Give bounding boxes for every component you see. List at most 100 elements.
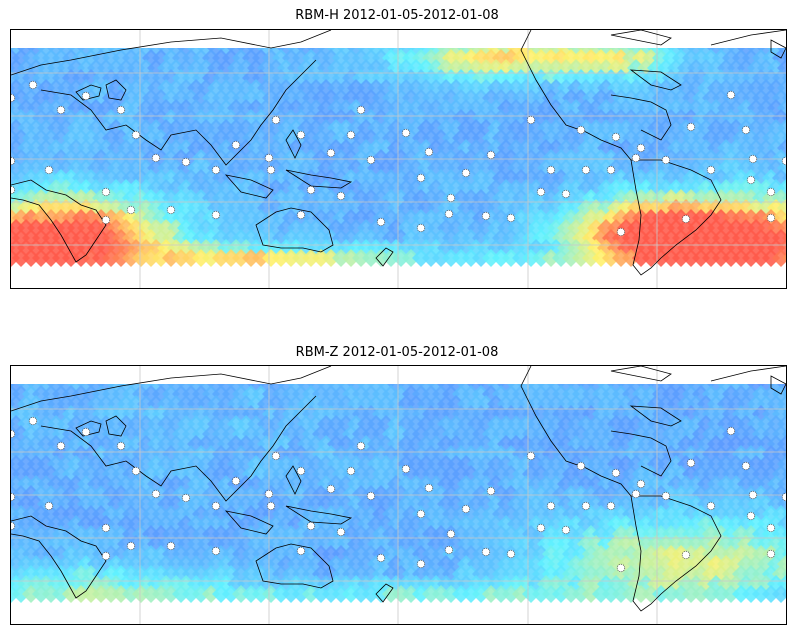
station-marker [166,205,176,215]
heatmap-cell [612,249,630,267]
heatmap-cell [702,249,720,267]
heatmap-cell [452,249,470,267]
heatmap-cell [142,249,160,267]
station-marker [271,451,281,461]
coastline [105,415,127,437]
heatmap-cell [182,585,200,603]
heatmap-cell [472,249,490,267]
heatmap-cell [692,585,710,603]
heatmap-cell [572,249,590,267]
station-marker [116,441,126,451]
heatmap-cell [292,585,310,603]
station-marker [11,156,16,166]
heatmap-cell [32,249,50,267]
heatmap-cell [362,585,380,603]
coastline [224,174,274,199]
station-marker [28,80,38,90]
gridlines-top [11,30,786,288]
heatmap-cell [462,585,480,603]
station-marker [264,489,274,499]
station-marker [561,525,571,535]
station-marker [306,521,316,531]
station-marker [444,209,454,219]
heatmap-cell [682,585,700,603]
coastline [710,30,786,46]
heatmap-cell [392,249,410,267]
heatmap-cell [452,585,470,603]
heatmap-cell [122,249,140,267]
station-marker [606,501,616,511]
heatmap-cell [602,585,620,603]
coastline [630,159,722,276]
station-marker [356,105,366,115]
coastline [11,179,107,263]
heatmap-cell [402,585,420,603]
heatmap-cell [772,249,786,267]
heatmap-cell [332,585,350,603]
coastline [629,69,682,91]
station-marker [416,559,426,569]
heatmap-cell [102,249,120,267]
station-marker [481,211,491,221]
heatmap-cell [482,585,500,603]
heatmap-cell [322,249,340,267]
coastline [610,94,672,141]
heatmap-cell [782,254,786,262]
coastline [610,30,672,46]
heatmap-cell [222,249,240,267]
station-marker [616,227,626,237]
heatmap-cell [642,585,660,603]
station-marker [56,105,66,115]
station-marker [116,105,126,115]
heatmap-cell [672,585,690,603]
heatmap-cell [422,585,440,603]
heatmap-cell [192,585,210,603]
heatmap-cell [772,585,786,603]
heatmap-cell [212,585,230,603]
coastline [375,583,394,603]
station-marker [131,130,141,140]
heatmap-cell [442,249,460,267]
heatmap-cell [472,585,490,603]
station-marker [661,155,671,165]
station-marker [126,541,136,551]
coastline [105,79,127,101]
station-marker [11,429,16,439]
coastline [629,405,682,427]
heatmap-cell [82,249,100,267]
heatmap-cell [312,585,330,603]
station-marker [526,451,536,461]
station-marker [546,165,556,175]
heatmap-cell [302,585,320,603]
station-marker [401,464,411,474]
heatmap-cell [352,249,370,267]
station-marker [606,165,616,175]
station-marker [101,187,111,197]
coastlines-bottom [11,366,786,612]
heatmap-cell [382,585,400,603]
heatmap-cell [612,585,630,603]
heatmap-cell [142,585,160,603]
station-marker [181,157,191,167]
station-marker [681,214,691,224]
station-marker [576,461,586,471]
heatmap-cell [542,585,560,603]
panel-title-bottom: RBM-Z 2012-01-05-2012-01-08 [295,345,499,360]
station-marker [81,91,91,101]
station-marker [661,491,671,501]
station-marker [486,150,496,160]
coastline [285,169,353,189]
stations-bottom [11,416,786,573]
heatmap-cell [562,585,580,603]
coastline [255,543,334,589]
station-marker [766,213,776,223]
station-marker [336,191,346,201]
heatmap-cell [192,249,210,267]
heatmap-cell [732,585,750,603]
coastline [255,207,334,253]
heatmap-cell [132,585,150,603]
heatmap-cell [122,585,140,603]
station-marker [446,193,456,203]
station-marker [296,130,306,140]
station-marker [746,511,756,521]
